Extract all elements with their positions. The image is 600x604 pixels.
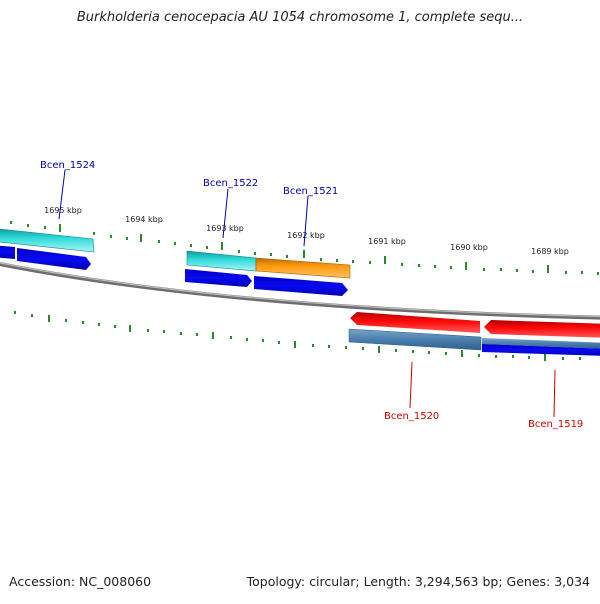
reverse-strand-features xyxy=(348,312,600,356)
cds-feature-bcen-1521[interactable] xyxy=(254,276,348,296)
cds-feature-bcen-1522[interactable] xyxy=(185,269,252,287)
cds-feature-bcen-1520[interactable] xyxy=(348,328,482,351)
gene-label-bcen-1521[interactable]: Bcen_1521 xyxy=(283,186,338,197)
cds-feature-bcen-1519[interactable] xyxy=(482,344,600,356)
gene-feature-bcen-1521[interactable] xyxy=(255,257,351,279)
inner-scale-ticks xyxy=(14,311,581,361)
gene-label-bcen-1524[interactable]: Bcen_1524 xyxy=(40,160,95,171)
forward-strand-features xyxy=(0,228,351,296)
gene-feature-bcen-1519[interactable] xyxy=(484,320,600,338)
gene-label-bcen-1520[interactable]: Bcen_1520 xyxy=(384,411,439,422)
scale-label-1695: 1695 kbp xyxy=(44,206,82,215)
scale-label-1693: 1693 kbp xyxy=(206,224,244,233)
scale-label-1694: 1694 kbp xyxy=(125,215,163,224)
cds-feature-left-b[interactable] xyxy=(17,248,91,270)
outer-scale-ticks xyxy=(10,221,599,275)
scale-label-1691: 1691 kbp xyxy=(368,237,406,246)
gene-label-bcen-1519[interactable]: Bcen_1519 xyxy=(528,419,583,430)
genome-summary: Topology: circular; Length: 3,294,563 bp… xyxy=(246,574,590,589)
chromosome-backbone-highlight xyxy=(0,262,600,318)
accession-label: Accession: NC_008060 xyxy=(9,574,152,589)
label-leader-lines xyxy=(58,169,556,418)
gene-feature-bcen-1522[interactable] xyxy=(186,250,257,272)
scale-label-1690: 1690 kbp xyxy=(450,243,488,252)
gene-feature-bcen-1520[interactable] xyxy=(350,312,480,333)
scale-label-1689: 1689 kbp xyxy=(531,247,569,256)
chromosome-backbone xyxy=(0,261,600,320)
scale-label-1692: 1692 kbp xyxy=(287,231,325,240)
cds-feature-bcen-1519-top[interactable] xyxy=(482,338,600,349)
scale-labels: 1695 kbp 1694 kbp 1693 kbp 1692 kbp 1691… xyxy=(44,206,569,256)
gene-labels: Bcen_1524 Bcen_1522 Bcen_1521 Bcen_1520 … xyxy=(40,160,583,430)
cds-feature-left-a[interactable] xyxy=(0,245,15,259)
gene-label-bcen-1522[interactable]: Bcen_1522 xyxy=(203,178,258,189)
map-title: Burkholderia cenocepacia AU 1054 chromos… xyxy=(76,10,524,25)
gene-feature-bcen-1524[interactable] xyxy=(0,228,95,253)
